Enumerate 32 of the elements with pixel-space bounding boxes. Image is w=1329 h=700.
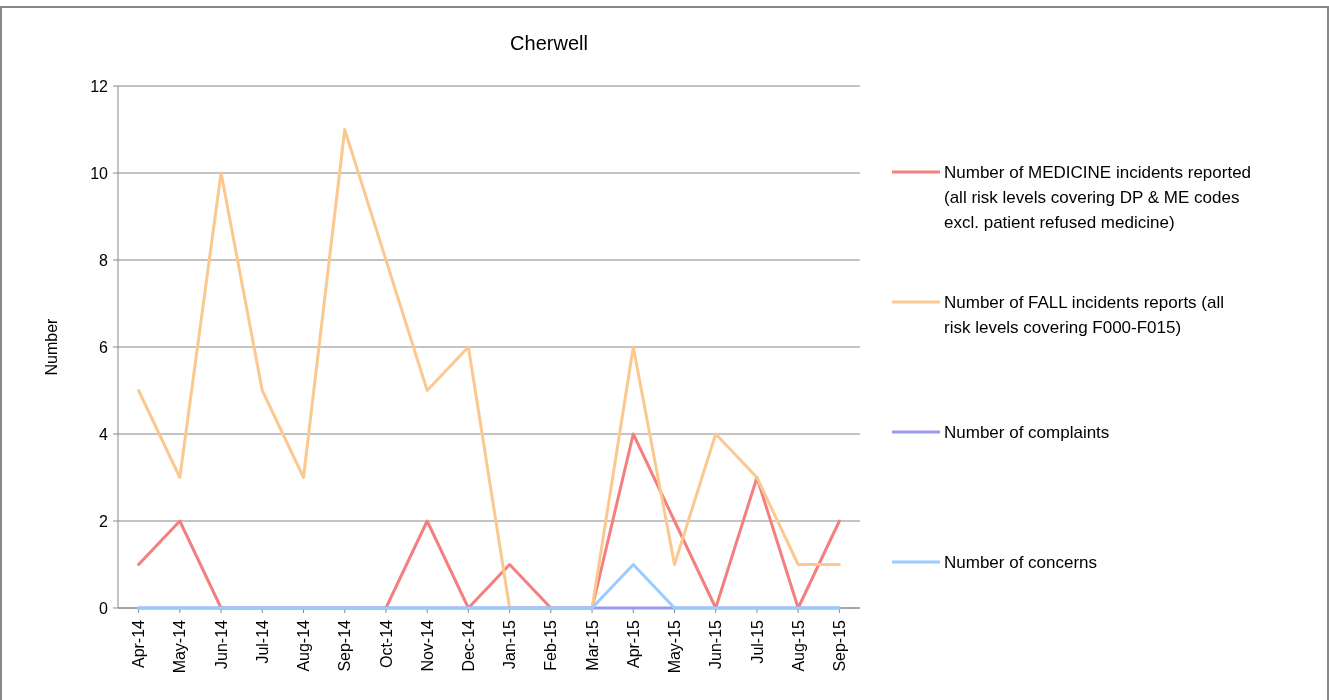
x-tick-label: Jul-14 <box>253 619 271 664</box>
x-tick-label: Oct-14 <box>377 619 395 669</box>
legend-label: Number of concerns <box>944 552 1098 572</box>
y-tick-label: 10 <box>90 164 109 182</box>
y-tick-label: 4 <box>99 425 109 443</box>
y-tick-label: 2 <box>99 512 109 530</box>
y-tick-label: 12 <box>90 77 109 95</box>
x-tick-label: Jul-15 <box>748 619 766 664</box>
legend-label: Number of FALL incidents reports (all risk levels covering F000-F015) <box>944 292 1224 337</box>
x-tick-label: Dec-14 <box>459 619 477 672</box>
x-tick-label: Aug-14 <box>295 619 313 672</box>
x-tick-label: Sep-15 <box>830 619 848 672</box>
x-tick-label: Nov-14 <box>418 619 436 672</box>
chart-title: Cherwell <box>510 32 588 54</box>
legend-label: Number of complaints <box>944 422 1110 442</box>
x-tick-label: Jan-15 <box>501 619 519 669</box>
y-tick-label: 6 <box>99 338 109 356</box>
x-tick-label: Mar-15 <box>583 619 601 671</box>
x-tick-label: Jun-14 <box>212 619 230 669</box>
x-tick-label: Feb-15 <box>542 619 560 671</box>
y-axis-title: Number <box>43 317 60 376</box>
x-tick-label: May-15 <box>666 619 684 674</box>
x-tick-label: Jun-15 <box>707 619 725 669</box>
x-tick-label: Apr-14 <box>130 619 148 669</box>
x-tick-label: Aug-15 <box>789 619 807 672</box>
y-tick-label: 0 <box>99 599 109 617</box>
x-tick-label: May-14 <box>171 619 189 674</box>
y-tick-label: 8 <box>99 251 109 269</box>
x-tick-label: Sep-14 <box>336 619 354 672</box>
legend-label: Number of MEDICINE incidents reported (all risk levels covering DP & ME codes excl. patient refused medicine) <box>944 162 1252 232</box>
x-tick-label: Apr-15 <box>624 619 642 669</box>
line-series <box>137 128 841 610</box>
